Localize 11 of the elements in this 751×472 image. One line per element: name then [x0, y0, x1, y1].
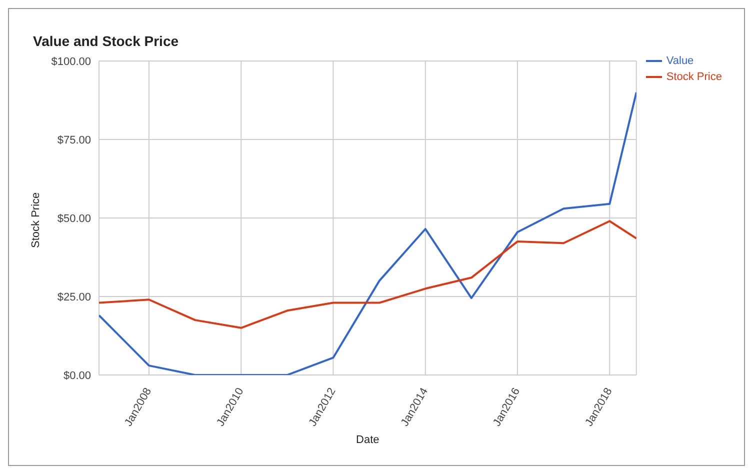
legend-label: Stock Price [666, 70, 722, 83]
y-axis-title: Stock Price [30, 192, 42, 248]
y-tick-label: $25.00 [57, 291, 91, 304]
line-series [99, 220, 636, 329]
y-tick-label: $75.00 [57, 134, 91, 146]
y-tick-label: $50.00 [57, 212, 91, 225]
y-tick-label: $0.00 [63, 370, 91, 382]
legend-label: Value [666, 54, 694, 67]
x-axis-title: Date [356, 434, 380, 446]
y-tick-label: $100.00 [51, 56, 91, 68]
chart-title: Value and Stock Price [33, 33, 179, 49]
